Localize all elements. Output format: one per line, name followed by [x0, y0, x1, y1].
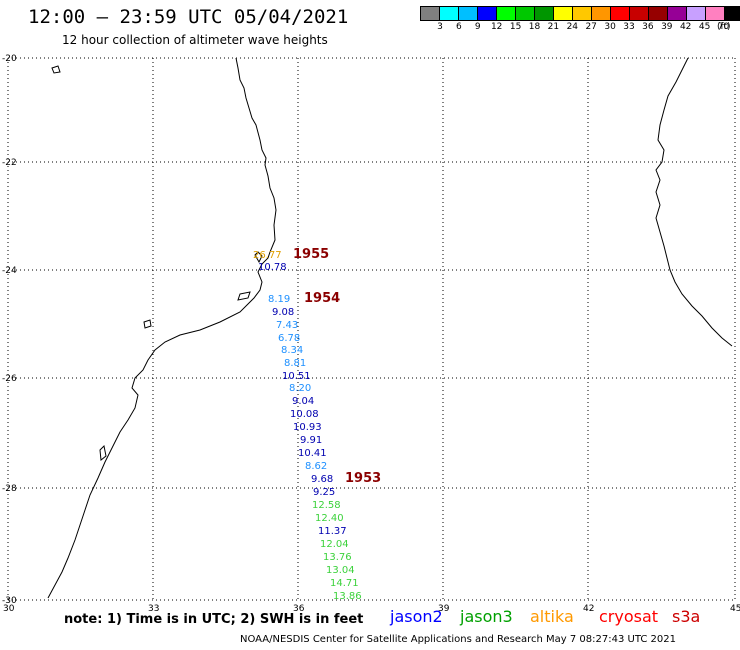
color-scale-label: 9	[474, 22, 481, 32]
wave-height-value: 13.86	[333, 591, 362, 602]
wave-height-value: 13.76	[323, 552, 352, 563]
color-scale-label: 18	[528, 22, 541, 32]
latitude-label: -30	[2, 596, 17, 606]
pass-labels: 1955 1954 1953	[293, 247, 381, 486]
wave-height-value: 9.25	[313, 487, 335, 498]
wave-height-value: 10.41	[298, 448, 327, 459]
color-scale-label: 36	[642, 22, 654, 32]
wave-height-value: 12.40	[315, 513, 344, 524]
satellite-legend-item: jason2	[390, 607, 443, 626]
madagascar-coastline	[655, 57, 733, 347]
wave-height-value: 8.20	[289, 383, 311, 394]
lake-outline	[143, 319, 152, 329]
credit-line: NOAA/NESDIS Center for Satellite Applica…	[240, 634, 676, 645]
wave-height-value: 8.81	[284, 358, 306, 369]
footer-note: note: 1) Time is in UTC; 2) SWH is in fe…	[64, 612, 364, 627]
color-scale-label: 12	[490, 22, 503, 32]
pass-label: 1955	[293, 247, 329, 262]
longitude-label: 33	[148, 604, 159, 614]
wave-height-value: 8.62	[305, 461, 327, 472]
wave-height-value: 7.43	[276, 320, 298, 331]
wave-height-value: 12.58	[312, 500, 341, 511]
wave-height-value: 10.08	[290, 409, 319, 420]
pass-label: 1953	[345, 471, 381, 486]
africa-coastline	[47, 57, 277, 599]
page-title: 12:00 – 23:59 UTC 05/04/2021	[28, 6, 349, 28]
wave-height-value: 10.93	[293, 422, 322, 433]
coastline-madagascar	[655, 57, 733, 347]
satellite-legend-item: s3a	[672, 607, 701, 626]
color-scale-label: 70	[717, 22, 730, 32]
color-scale-unit: (ft)	[717, 22, 731, 32]
longitude-label: 42	[583, 604, 594, 614]
color-scale-label: 39	[661, 22, 673, 32]
color-scale-label: 24	[566, 22, 579, 32]
color-scale-label: 15	[509, 22, 522, 32]
wave-height-value: 10.51	[282, 371, 311, 382]
latitude-label: -20	[2, 54, 17, 64]
wave-height-value: 6.78	[278, 333, 300, 344]
latitude-label: -28	[2, 484, 17, 494]
lake-outline	[51, 65, 61, 74]
island-outline	[254, 251, 263, 264]
wave-height-value: 9.68	[311, 474, 333, 485]
longitude-label: 45	[730, 604, 740, 614]
lake-outline	[99, 444, 107, 461]
wave-height-value: 13.04	[326, 565, 355, 576]
color-scale-label: 21	[547, 22, 560, 32]
satellite-legend-item: altika	[530, 607, 574, 626]
wave-height-value: 11.37	[318, 526, 347, 537]
color-scale-label: 42	[679, 22, 692, 32]
wave-height-value: 8.19	[268, 294, 290, 305]
wave-height-value: 12.04	[320, 539, 349, 550]
satellite-legend-item: cryosat	[599, 607, 659, 626]
island-outline	[237, 291, 251, 301]
wave-height-value: 9.04	[292, 396, 314, 407]
wave-height-value: 9.08	[272, 307, 294, 318]
latitude-label: -22	[2, 158, 17, 168]
wave-height-value: 8.34	[281, 345, 303, 356]
color-scale-label: 30	[604, 22, 616, 32]
latitude-label: -24	[2, 266, 17, 276]
color-scale-bar	[420, 6, 740, 21]
latitude-label: -26	[2, 374, 17, 384]
color-scale-label: 33	[623, 22, 635, 32]
color-scale-label: 45	[698, 22, 711, 32]
wave-height-value: 9.91	[300, 435, 322, 446]
color-scale-label: 6	[456, 22, 462, 32]
color-scale-labels: 3 6 9 12 15 18 21 24 27 30 33 36 39 42 45 70	[420, 22, 740, 36]
satellite-legend-item: jason3	[460, 607, 513, 626]
page-subtitle: 12 hour collection of altimeter wave hei…	[62, 33, 328, 47]
wave-height-readings: 26.7710.788.199.087.436.788.348.8110.518…	[253, 250, 362, 602]
longitude-label: 30	[3, 604, 15, 614]
pass-label: 1954	[304, 291, 340, 306]
color-scale-label: 27	[585, 22, 597, 32]
wave-height-value: 14.71	[330, 578, 359, 589]
coastline-africa	[47, 57, 277, 599]
color-swatch	[724, 6, 740, 21]
color-scale-label: 3	[437, 22, 443, 32]
wave-height-value: 10.78	[258, 262, 287, 273]
wave-height-value: 26.77	[253, 250, 282, 261]
longitude-label: 39	[438, 604, 450, 614]
graticule	[7, 57, 736, 601]
longitude-label: 36	[293, 604, 305, 614]
